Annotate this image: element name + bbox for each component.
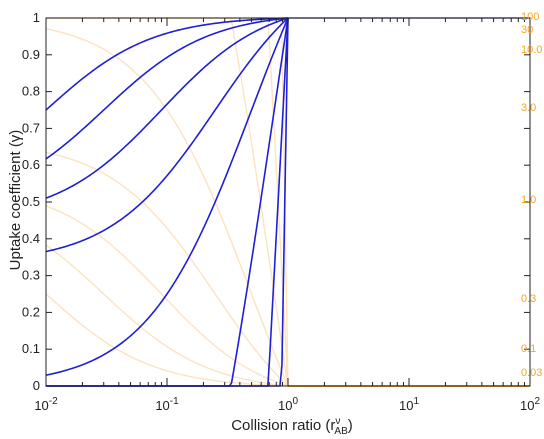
- series-label-100: 100: [521, 11, 539, 23]
- faint-weak-curve-0.1: [46, 17, 289, 387]
- plot-frame: [45, 17, 531, 387]
- series-label-3.0: 3.0: [521, 102, 536, 114]
- faint-weak-curve-0.3: [46, 17, 289, 387]
- faint-weak-curve-3.0: [45, 151, 289, 387]
- faint-weak-curve-100: [45, 293, 289, 387]
- series-label-1.0: 1.0: [521, 194, 536, 206]
- strong-curve-0.3: [46, 17, 289, 387]
- series-label-30: 30: [521, 24, 533, 36]
- strong-curve-0.03: [46, 17, 289, 387]
- strong-curve-100: [45, 17, 289, 111]
- series-label-0.3: 0.3: [521, 293, 536, 305]
- x-tick-label: 102: [520, 396, 540, 413]
- strong-curve-3.0: [45, 17, 289, 253]
- faint-weak-curve-0.03: [46, 17, 289, 387]
- x-tick-label: 10-2: [34, 396, 58, 413]
- y-tick-label: 0.1: [22, 341, 40, 356]
- y-axis-title: Uptake coefficient (γ): [7, 130, 24, 271]
- y-tick-label: 0.8: [22, 84, 40, 99]
- y-tick-label: 0.2: [22, 304, 40, 319]
- y-tick-label: 0.6: [22, 157, 40, 172]
- y-tick-label: 0.4: [22, 231, 40, 246]
- bold-series-group: [45, 17, 530, 387]
- x-tick-label: 101: [399, 396, 419, 413]
- faint-weak-curve-10.0: [45, 205, 289, 387]
- chart-axes: 0 0.1 0.2 0.3 0.4 0.5 0.6 0.7 0.8 0.9 1 10-2 10-1 100…: [22, 10, 541, 413]
- series-label-10.0: 10.0: [521, 44, 542, 56]
- strong-curve-0.1: [46, 17, 289, 387]
- strong-curve-10.0: [45, 17, 289, 199]
- strong-curve-30: [45, 17, 289, 160]
- faint-series-group: [45, 17, 530, 387]
- y-tick-label: 0.9: [22, 47, 40, 62]
- y-tick-label: 0.5: [22, 194, 40, 209]
- x-axis-title: Collision ratio (rν AB): [231, 416, 353, 437]
- y-tick-label: 0: [33, 378, 40, 393]
- x-tick-label: 10-1: [155, 396, 179, 413]
- y-tick-label: 0.7: [22, 120, 40, 135]
- series-label-0.1: 0.1: [521, 343, 536, 355]
- faint-weak-curve-1.0: [45, 28, 289, 387]
- faint-weak-curve-30: [45, 244, 289, 387]
- series-label-0.03: 0.03: [521, 367, 542, 379]
- y-tick-label: 0.3: [22, 268, 40, 283]
- strong-curve-1.0: [45, 17, 289, 376]
- y-tick-label: 1: [33, 10, 40, 25]
- x-tick-label: 100: [278, 396, 298, 413]
